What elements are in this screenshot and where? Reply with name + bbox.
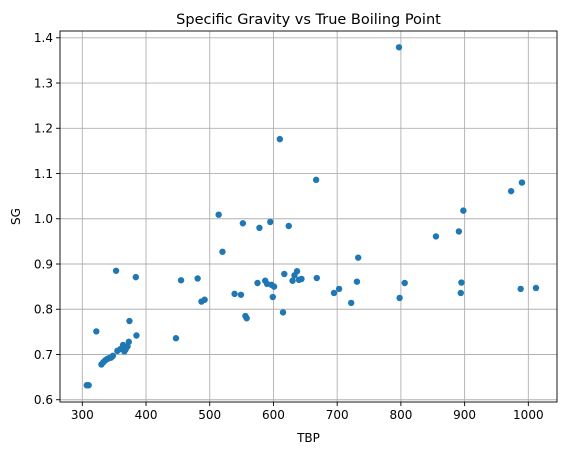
data-point	[314, 275, 320, 281]
data-point	[126, 318, 132, 324]
data-point	[281, 271, 287, 277]
y-tick-label: 1.2	[34, 122, 53, 136]
x-tick-label: 700	[326, 408, 349, 422]
data-point	[215, 211, 221, 217]
y-axis-ticks: 0.6 0.7 0.8 0.9 1.0 1.1 1.2 1.3 1.4	[34, 31, 60, 407]
data-point	[110, 353, 116, 359]
data-point	[354, 278, 360, 284]
data-point	[280, 309, 286, 315]
data-point	[396, 295, 402, 301]
data-point	[402, 280, 408, 286]
data-point	[93, 328, 99, 334]
data-point	[289, 278, 295, 284]
x-tick-label: 300	[71, 408, 94, 422]
y-tick-label: 1.4	[34, 31, 53, 45]
data-point	[201, 297, 207, 303]
data-points	[84, 44, 540, 388]
chart-title: Specific Gravity vs True Boiling Point	[176, 12, 441, 28]
data-point	[194, 275, 200, 281]
data-point	[219, 249, 225, 255]
data-point	[433, 233, 439, 239]
data-point	[533, 285, 539, 291]
x-tick-label: 500	[198, 408, 221, 422]
data-point	[460, 207, 466, 213]
data-point	[126, 339, 132, 345]
data-point	[294, 268, 300, 274]
data-point	[133, 274, 139, 280]
x-axis-label: TBP	[296, 431, 320, 445]
data-point	[313, 177, 319, 183]
data-point	[456, 228, 462, 234]
data-point	[396, 44, 402, 50]
y-tick-label: 1.0	[34, 212, 53, 226]
data-point	[517, 286, 523, 292]
y-tick-label: 0.6	[34, 393, 53, 407]
data-point	[173, 335, 179, 341]
data-point	[238, 292, 244, 298]
data-point	[243, 315, 249, 321]
data-point	[348, 300, 354, 306]
y-tick-label: 0.9	[34, 257, 53, 271]
x-tick-label: 600	[262, 408, 285, 422]
data-point	[178, 277, 184, 283]
y-axis-label: SG	[9, 208, 23, 225]
data-point	[256, 225, 262, 231]
data-point	[331, 290, 337, 296]
data-point	[231, 291, 237, 297]
data-point	[355, 254, 361, 260]
data-point	[458, 290, 464, 296]
y-tick-label: 1.3	[34, 76, 53, 90]
y-tick-label: 1.1	[34, 167, 53, 181]
data-point	[270, 294, 276, 300]
data-point	[286, 223, 292, 229]
x-tick-label: 1000	[513, 408, 544, 422]
data-point	[267, 219, 273, 225]
data-point	[336, 286, 342, 292]
plot-area-frame	[60, 31, 557, 402]
data-point	[458, 279, 464, 285]
data-point	[519, 179, 525, 185]
data-point	[271, 283, 277, 289]
x-tick-label: 400	[135, 408, 158, 422]
x-tick-label: 900	[453, 408, 476, 422]
grid	[60, 31, 557, 402]
y-tick-label: 0.7	[34, 348, 53, 362]
data-point	[277, 136, 283, 142]
data-point	[508, 188, 514, 194]
data-point	[298, 276, 304, 282]
x-tick-label: 800	[389, 408, 412, 422]
data-point	[133, 332, 139, 338]
y-tick-label: 0.8	[34, 303, 53, 317]
x-axis-ticks: 300 400 500 600 700 800 900 1000	[71, 402, 544, 422]
data-point	[85, 382, 91, 388]
data-point	[240, 220, 246, 226]
data-point	[254, 280, 260, 286]
data-point	[113, 268, 119, 274]
